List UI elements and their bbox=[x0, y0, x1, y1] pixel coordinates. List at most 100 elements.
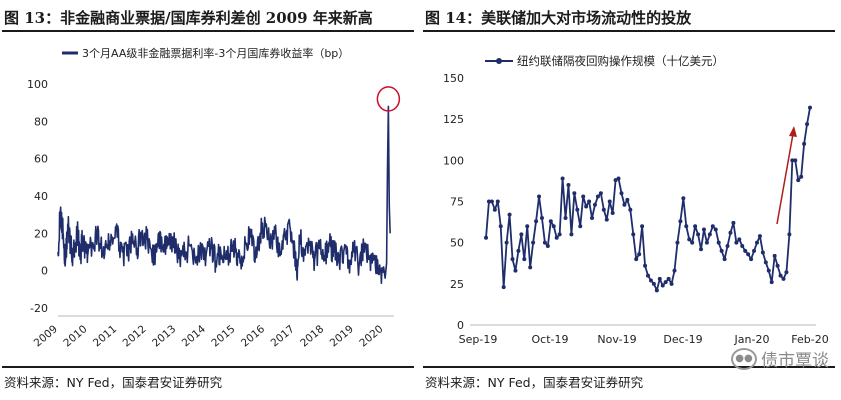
watermark-text: 债市覃谈 bbox=[761, 351, 829, 371]
right-series-point bbox=[787, 232, 792, 237]
left-x-tick-label: 2018 bbox=[298, 323, 326, 349]
left-chart-title: 图 13：非金融商业票据/国库券利差创 2009 年来新高 bbox=[4, 9, 373, 27]
right-y-tick-label: 25 bbox=[450, 278, 464, 291]
right-series-point bbox=[784, 270, 789, 275]
left-x-tick-label: 2011 bbox=[91, 323, 119, 349]
right-series-point bbox=[802, 141, 807, 146]
right-series-point bbox=[678, 219, 683, 224]
right-x-tick-label: Nov-19 bbox=[597, 333, 636, 346]
right-legend-marker bbox=[496, 58, 502, 64]
left-title-rule bbox=[2, 30, 414, 32]
left-source-rule bbox=[2, 366, 414, 368]
right-series-point bbox=[484, 235, 488, 240]
left-source-note: 资料来源：NY Fed，国泰君安证券研究 bbox=[4, 375, 223, 390]
right-trend-arrowhead bbox=[789, 126, 797, 137]
right-series-point bbox=[581, 194, 586, 199]
right-series-point bbox=[507, 212, 512, 217]
right-title-rule bbox=[423, 30, 835, 32]
right-series-point bbox=[657, 276, 662, 281]
right-series-point bbox=[601, 207, 606, 212]
right-series-point bbox=[557, 232, 562, 237]
right-series-point bbox=[704, 240, 709, 245]
right-series-point bbox=[607, 199, 612, 204]
right-y-tick-label: 150 bbox=[443, 72, 464, 85]
left-legend-label: 3个月AA级非金融票据利率-3个月国库券收益率（bp） bbox=[82, 46, 349, 60]
right-series-point bbox=[796, 178, 801, 183]
right-series-point bbox=[696, 232, 701, 237]
right-series-point bbox=[781, 276, 786, 281]
right-series-point bbox=[498, 224, 503, 229]
right-series-point bbox=[757, 234, 762, 239]
right-x-tick-label: Oct-19 bbox=[532, 333, 569, 346]
right-series-point bbox=[805, 122, 810, 127]
right-series-point bbox=[531, 240, 536, 245]
right-series-point bbox=[775, 263, 780, 268]
right-series-point bbox=[663, 280, 668, 285]
left-y-tick-label: 20 bbox=[34, 227, 48, 240]
right-series-point bbox=[669, 281, 674, 286]
right-series-point bbox=[737, 237, 742, 242]
right-series-point bbox=[486, 199, 491, 204]
right-series-point bbox=[566, 183, 571, 188]
right-series-point bbox=[628, 207, 633, 212]
right-series-point bbox=[634, 257, 639, 262]
right-series-point bbox=[675, 240, 680, 245]
right-series-point bbox=[660, 283, 665, 288]
right-series-point bbox=[522, 257, 527, 262]
right-series-point bbox=[513, 268, 518, 273]
right-chart-title: 图 14：美联储加大对市场流动性的投放 bbox=[425, 9, 692, 27]
left-x-tick-label: 2017 bbox=[269, 323, 297, 349]
right-series-point bbox=[528, 265, 533, 270]
left-peak-highlight bbox=[376, 86, 401, 112]
right-trend-arrow bbox=[776, 133, 794, 225]
right-series-point bbox=[769, 280, 774, 285]
left-x-tick-label: 2012 bbox=[121, 323, 149, 349]
left-y-tick-label: 100 bbox=[27, 78, 48, 91]
right-series-point bbox=[734, 240, 739, 245]
left-y-tick-label: 60 bbox=[34, 153, 48, 166]
right-series-point bbox=[539, 215, 544, 220]
right-series-point bbox=[754, 240, 759, 245]
right-series-point bbox=[749, 257, 754, 262]
right-series-point bbox=[752, 248, 757, 253]
right-series-point bbox=[510, 257, 515, 262]
right-series-point bbox=[725, 243, 730, 248]
right-y-tick-label: 75 bbox=[450, 196, 464, 209]
right-series-point bbox=[713, 227, 718, 232]
right-series-point bbox=[681, 196, 686, 201]
right-series-point bbox=[763, 260, 768, 265]
right-series-point bbox=[707, 232, 712, 237]
right-series-point bbox=[610, 211, 615, 216]
right-series-point bbox=[778, 273, 783, 278]
left-y-tick-label: -20 bbox=[30, 302, 48, 315]
right-series-point bbox=[572, 191, 577, 196]
right-series-point bbox=[772, 253, 777, 258]
right-series-point bbox=[616, 176, 621, 181]
right-series-point bbox=[504, 240, 509, 245]
right-series-point bbox=[746, 252, 751, 257]
left-x-tick-label: 2015 bbox=[209, 323, 237, 349]
right-series-point bbox=[551, 224, 556, 229]
right-series-point bbox=[575, 207, 580, 212]
right-series-point bbox=[625, 197, 630, 202]
right-series-point bbox=[743, 248, 748, 253]
left-x-tick-label: 2014 bbox=[180, 323, 208, 350]
right-series-point bbox=[595, 194, 600, 199]
right-series-point bbox=[728, 230, 733, 235]
right-series-point bbox=[690, 240, 695, 245]
right-series-point bbox=[592, 202, 597, 207]
right-series-point bbox=[584, 204, 589, 209]
right-series-point bbox=[613, 178, 618, 183]
right-series-point bbox=[793, 158, 798, 163]
right-x-tick-label: Dec-19 bbox=[663, 333, 702, 346]
right-series-point bbox=[604, 217, 609, 222]
right-x-tick-label: Jan-20 bbox=[734, 333, 770, 346]
right-series-point bbox=[619, 191, 624, 196]
right-y-tick-label: 125 bbox=[443, 113, 464, 126]
right-series-point bbox=[587, 199, 592, 204]
left-x-tick-label: 2009 bbox=[32, 323, 60, 349]
right-series-point bbox=[537, 194, 542, 199]
right-series-point bbox=[542, 240, 547, 245]
right-series-point bbox=[760, 250, 765, 255]
right-series-point bbox=[492, 207, 497, 212]
